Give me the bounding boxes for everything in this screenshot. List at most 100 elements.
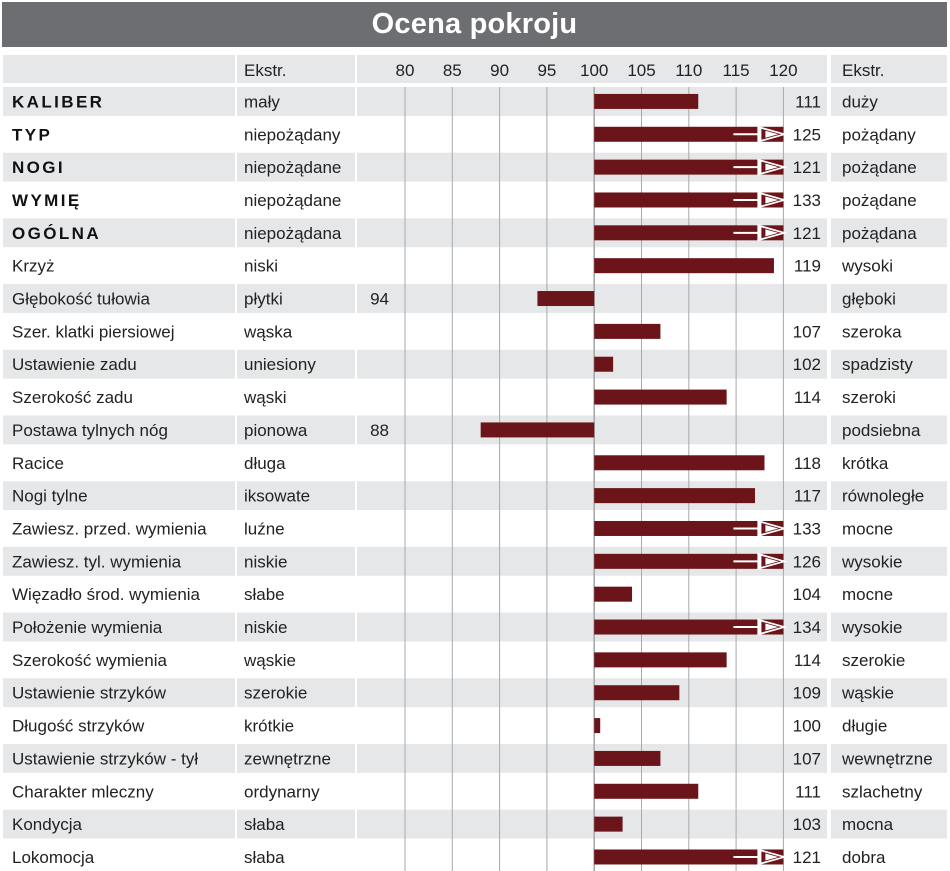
high-extreme-label: szeroki <box>842 388 896 407</box>
bar <box>594 783 699 799</box>
low-extreme-label: wąskie <box>243 651 296 670</box>
value-label: 103 <box>793 815 821 834</box>
row-bg-low <box>237 678 355 708</box>
bar <box>594 159 784 175</box>
row-bg-trait <box>3 678 235 708</box>
value-label: 133 <box>793 191 821 210</box>
trait-label: Nogi tylne <box>12 487 88 506</box>
row-bg-low <box>237 612 355 642</box>
low-extreme-label: niskie <box>244 552 287 571</box>
trait-label: Krzyż <box>12 257 55 276</box>
x-tick-label: 80 <box>396 61 415 80</box>
trait-label: Ustawienie strzyków - tył <box>12 749 198 768</box>
low-extreme-label: płytki <box>244 290 283 309</box>
bar <box>594 455 765 471</box>
bar <box>594 685 680 701</box>
row-bg-low <box>237 218 355 248</box>
row-bg-scale <box>357 809 827 839</box>
high-extreme-label: wysoki <box>841 257 893 276</box>
x-tick-label: 110 <box>675 61 702 80</box>
trait-label: Ustawienie strzyków <box>12 684 167 703</box>
bar <box>537 291 595 307</box>
bar <box>594 323 661 339</box>
row-bg-low <box>237 349 355 379</box>
row-bg-high <box>831 349 947 379</box>
row-bg-trait <box>3 218 235 248</box>
row-bg-high <box>831 546 947 576</box>
low-extreme-label: mały <box>244 92 280 111</box>
value-label: 109 <box>793 684 821 703</box>
trait-label: NOGI <box>12 158 65 177</box>
value-label: 126 <box>793 552 821 571</box>
row-bg-trait <box>3 481 235 511</box>
overflow-arrow-tip <box>765 557 779 565</box>
high-extreme-label: szerokie <box>842 651 905 670</box>
header-extr-right: Ekstr. <box>842 61 885 80</box>
x-tick-label: 120 <box>769 61 797 80</box>
x-tick-label: 105 <box>627 61 655 80</box>
high-extreme-label: szeroka <box>842 322 902 341</box>
row-bg-high <box>831 744 947 773</box>
bar <box>594 126 784 142</box>
low-extreme-label: krótkie <box>244 717 294 736</box>
low-extreme-label: słaba <box>244 815 285 834</box>
value-label: 111 <box>795 782 821 801</box>
bar <box>594 356 614 372</box>
trait-label: Szer. klatki piersiowej <box>12 322 175 341</box>
value-label: 107 <box>793 749 821 768</box>
header-cell-low <box>237 55 355 83</box>
row-bg-high <box>831 284 947 313</box>
x-tick-label: 85 <box>443 61 462 80</box>
high-extreme-label: głęboki <box>842 290 896 309</box>
row-bg-scale <box>357 349 827 379</box>
row-bg-high <box>831 87 947 116</box>
low-extreme-label: długa <box>244 454 286 473</box>
trait-label: TYP <box>12 125 52 144</box>
trait-label: Położenie wymienia <box>12 618 163 637</box>
overflow-arrow-tip <box>765 196 779 204</box>
low-extreme-label: słabe <box>244 585 285 604</box>
value-label: 121 <box>793 158 821 177</box>
low-extreme-label: iksowate <box>244 487 310 506</box>
value-label: 121 <box>793 224 821 243</box>
row-bg-trait <box>3 612 235 642</box>
row-bg-low <box>237 152 355 182</box>
value-label: 107 <box>793 322 821 341</box>
value-label: 100 <box>793 717 821 736</box>
row-bg-scale <box>357 87 827 116</box>
row-bg-scale <box>357 744 827 773</box>
bar <box>594 816 623 832</box>
bar <box>594 619 784 635</box>
value-label: 88 <box>370 421 389 440</box>
trait-label: Więzadło środ. wymienia <box>12 585 201 604</box>
low-extreme-label: uniesiony <box>244 355 316 374</box>
bar <box>594 750 661 766</box>
low-extreme-label: niepożądane <box>244 191 341 210</box>
bar <box>594 520 784 536</box>
bar <box>594 553 784 569</box>
value-label: 114 <box>794 651 821 670</box>
high-extreme-label: krótka <box>842 454 889 473</box>
bar <box>480 422 595 438</box>
overflow-arrow-tip <box>765 130 779 138</box>
bar <box>594 586 633 602</box>
row-bg-trait <box>3 809 235 839</box>
value-label: 111 <box>795 92 821 111</box>
low-extreme-label: niskie <box>244 618 287 637</box>
trait-label: Postawa tylnych nóg <box>12 421 168 440</box>
value-label: 133 <box>793 519 821 538</box>
value-label: 114 <box>794 388 821 407</box>
bar <box>594 718 601 734</box>
trait-label: Charakter mleczny <box>12 782 154 801</box>
row-bg-trait <box>3 349 235 379</box>
low-extreme-label: wąski <box>243 388 287 407</box>
low-extreme-label: niepożądany <box>244 125 341 144</box>
value-label: 102 <box>793 355 821 374</box>
trait-label: Racice <box>12 454 64 473</box>
high-extreme-label: podsiebna <box>842 421 921 440</box>
x-tick-label: 100 <box>580 61 608 80</box>
row-bg-low <box>237 415 355 445</box>
bar <box>594 488 756 504</box>
high-extreme-label: wąskie <box>841 684 894 703</box>
